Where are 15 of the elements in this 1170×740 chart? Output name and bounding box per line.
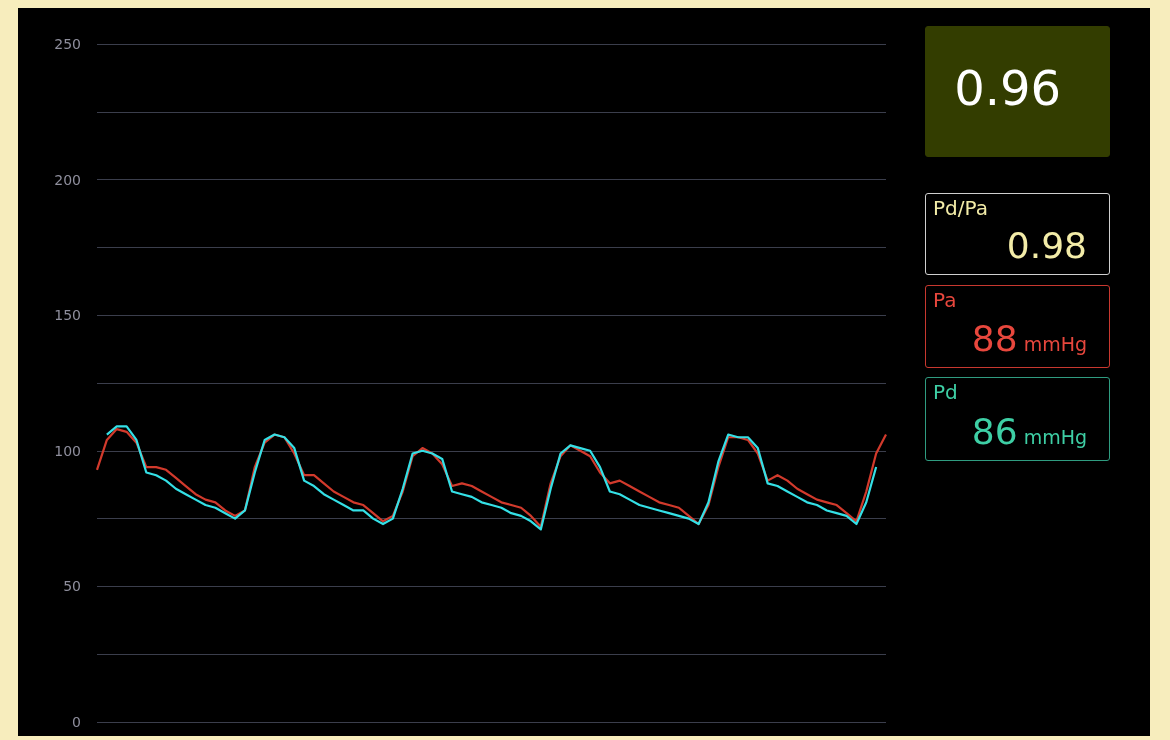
text: Pa xyxy=(933,288,957,312)
text: mmHg xyxy=(1023,333,1087,355)
text: 0.98 xyxy=(1006,225,1087,266)
text: 88 xyxy=(971,318,1018,359)
text: 86 xyxy=(971,411,1018,452)
y-tick-label: 100 xyxy=(54,442,81,459)
y-tick-label: 250 xyxy=(54,36,81,52)
y-tick-label: 50 xyxy=(63,578,81,595)
text: Pd/Pa xyxy=(933,196,988,220)
y-tick-label: 150 xyxy=(54,307,81,324)
text: mmHg xyxy=(1023,426,1087,448)
y-tick-label: 200 xyxy=(54,171,81,188)
y-tick-label: 0 xyxy=(72,714,81,730)
text: 0.96 xyxy=(954,60,1061,116)
text: Pd xyxy=(933,380,958,404)
